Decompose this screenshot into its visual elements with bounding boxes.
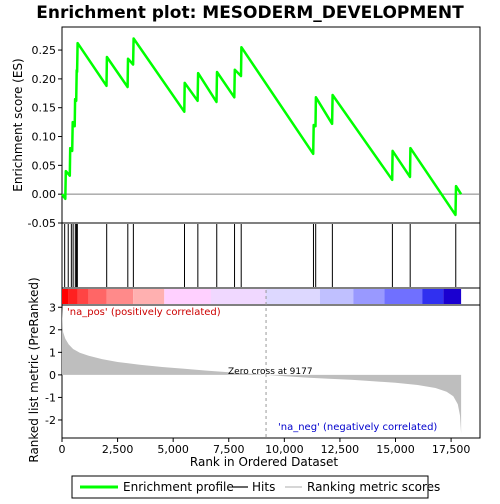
x-axis-label: Rank in Ordered Dataset (190, 455, 338, 469)
colorbar-segment (62, 289, 69, 304)
ranking-metric-area (62, 307, 462, 434)
chart-title: Enrichment plot: MESODERM_DEVELOPMENT (36, 3, 464, 23)
metric-y-tick-label: 2 (49, 324, 56, 337)
metric-y-tick-label: 1 (49, 346, 56, 359)
colorbar-segment (77, 289, 89, 304)
x-tick-label: 15,000 (376, 443, 415, 456)
annotation-na-neg: 'na_neg' (negatively correlated) (278, 422, 437, 433)
legend-box (71, 475, 429, 499)
es-layer: -0.05 0.00 0.05 0.10 0.15 0.20 0.25 (28, 37, 480, 230)
es-y-tick-label: 0.00 (32, 188, 57, 201)
colorbar-segment (443, 289, 462, 304)
x-tick-label: 7,500 (213, 443, 245, 456)
colorbar-segment (422, 289, 444, 304)
colorbar-segment (384, 289, 423, 304)
metric-y-tick-label: -1 (45, 391, 56, 404)
x-tick-label: 10,000 (265, 443, 304, 456)
annotation-zero-cross: Zero cross at 9177 (228, 367, 313, 377)
x-tick-label: 17,500 (432, 443, 471, 456)
es-y-tick-label: -0.05 (28, 217, 56, 230)
es-y-tick-label: 0.15 (32, 102, 57, 115)
annotation-na-pos: 'na_pos' (positively correlated) (67, 307, 221, 318)
colorbar-segment (133, 289, 165, 304)
hits-panel (61, 222, 481, 289)
colorbar-segment (88, 289, 107, 304)
colorbar-segment (68, 289, 78, 304)
colorbar-layer (62, 289, 462, 304)
metric-y-tick-label: 3 (49, 301, 56, 314)
metric-y-tick-label: 0 (49, 369, 56, 382)
metric-y-tick-label: -2 (45, 414, 56, 427)
es-y-tick-label: 0.25 (32, 44, 57, 57)
es-y-tick-label: 0.10 (32, 131, 57, 144)
metric-layer: -2 -1 0 1 2 3 0 2,500 5,000 7,500 10,000 12,500 15,0… (45, 290, 470, 456)
metric-y-axis-label: Ranked list metric (PreRanked) (27, 277, 41, 462)
colorbar-segment (353, 289, 385, 304)
colorbar-segment (210, 289, 267, 304)
legend-enrichment-profile-label: Enrichment profile (123, 480, 234, 494)
es-y-tick-label: 0.05 (32, 159, 57, 172)
enrichment-profile-line (60, 37, 463, 217)
x-tick-label: 2,500 (102, 443, 134, 456)
hits-layer (64, 224, 457, 287)
legend-hits-label: Hits (252, 480, 275, 494)
x-tick-label: 12,500 (321, 443, 360, 456)
colorbar-segment (266, 289, 320, 304)
x-tick-label: 5,000 (157, 443, 189, 456)
es-panel (61, 26, 481, 224)
es-y-tick-label: 0.20 (32, 73, 57, 86)
x-tick-label: 0 (59, 443, 66, 456)
es-y-axis-label: Enrichment score (ES) (11, 58, 25, 191)
colorbar-segment (319, 289, 354, 304)
colorbar-segment (164, 289, 211, 304)
colorbar-segment (106, 289, 134, 304)
legend-ranking-metric-label: Ranking metric scores (307, 480, 440, 494)
